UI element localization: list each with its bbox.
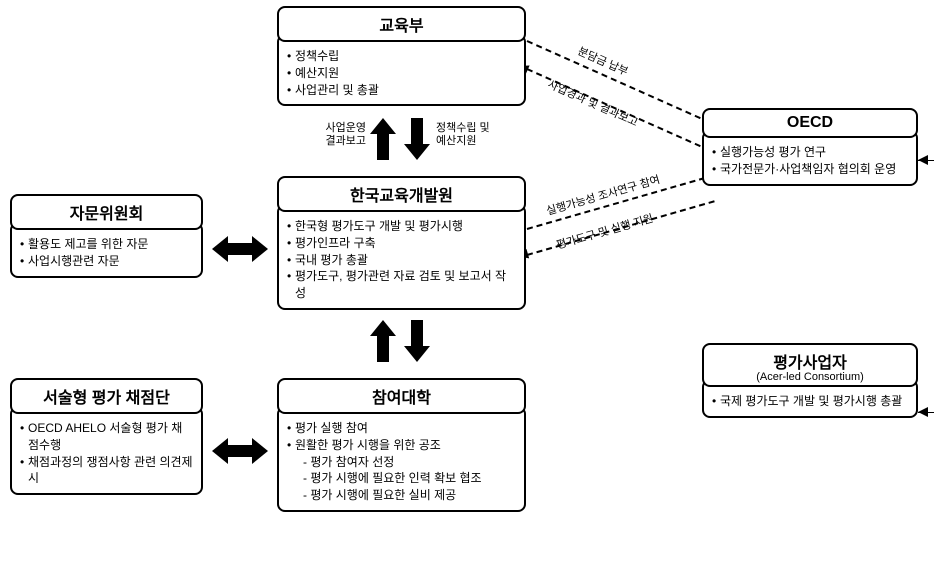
- node-moe-title: 교육부: [277, 6, 526, 42]
- node-operator-subtitle: (Acer-led Consortium): [710, 371, 910, 383]
- list-item: 한국형 평가도구 개발 및 평가시행: [287, 218, 516, 235]
- list-item: - 평가 시행에 필요한 실비 제공: [287, 487, 516, 504]
- node-univ-body: 평가 실행 참여 원활한 평가 시행을 위한 공조 - 평가 참여자 선정 - …: [277, 406, 526, 512]
- arrow-head-icon: [918, 155, 928, 165]
- node-kedi-body: 한국형 평가도구 개발 및 평가시행 평가인프라 구축 국내 평가 총괄 평가도…: [277, 204, 526, 310]
- node-kedi: 한국교육개발원 한국형 평가도구 개발 및 평가시행 평가인프라 구축 국내 평…: [277, 176, 526, 310]
- edge-label-moe-oecd-2: 사업경과 및 결과보고: [545, 79, 639, 131]
- node-operator: 평가사업자 (Acer-led Consortium) 국제 평가도구 개발 및…: [702, 343, 918, 418]
- arrow-down-icon: [404, 320, 430, 362]
- arrow-moe-kedi: [370, 118, 430, 160]
- list-item: - 평가 참여자 선정: [287, 454, 516, 471]
- list-item: 실행가능성 평가 연구: [712, 144, 908, 161]
- arrow-scoring-univ: [212, 438, 268, 464]
- list-item: 활용도 제고를 위한 자문: [20, 236, 193, 253]
- list-item: 평가인프라 구축: [287, 235, 516, 252]
- node-oecd: OECD 실행가능성 평가 연구 국가전문가·사업책임자 협의회 운영: [702, 108, 918, 186]
- list-item: 평가도구, 평가관련 자료 검토 및 보고서 작성: [287, 268, 516, 302]
- node-oecd-body: 실행가능성 평가 연구 국가전문가·사업책임자 협의회 운영: [702, 130, 918, 186]
- arrow-advisory-kedi: [212, 236, 268, 262]
- list-item: 평가 실행 참여: [287, 420, 516, 437]
- arrow-kedi-univ: [370, 320, 430, 362]
- list-item: 국가전문가·사업책임자 협의회 운영: [712, 161, 908, 178]
- list-item: 사업관리 및 총괄: [287, 82, 516, 99]
- node-moe: 교육부 정책수립 예산지원 사업관리 및 총괄: [277, 6, 526, 106]
- edge-label-moe-oecd-1: 분담금 납부: [575, 46, 629, 80]
- edge-label-kedi-oecd-2: 평가도구 및 실행 지원: [555, 213, 655, 253]
- arrow-up-icon: [370, 320, 396, 362]
- arrow-head-icon: [918, 407, 928, 417]
- node-oecd-title: OECD: [702, 108, 918, 138]
- list-item: 채점과정의 쟁점사항 관련 의견제시: [20, 454, 193, 488]
- list-item: OECD AHELO 서술형 평가 채점수행: [20, 420, 193, 454]
- node-advisory-title: 자문위원회: [10, 194, 203, 230]
- list-item: 사업시행관련 자문: [20, 253, 193, 270]
- node-univ: 참여대학 평가 실행 참여 원활한 평가 시행을 위한 공조 - 평가 참여자 …: [277, 378, 526, 512]
- node-kedi-title: 한국교육개발원: [277, 176, 526, 212]
- list-item: 국내 평가 총괄: [287, 252, 516, 269]
- node-operator-title-text: 평가사업자: [710, 349, 910, 373]
- node-scoring: 서술형 평가 채점단 OECD AHELO 서술형 평가 채점수행 채점과정의 …: [10, 378, 203, 495]
- edge-label-moe-kedi-left: 사업운영결과보고: [300, 122, 366, 148]
- edge-label-kedi-oecd-1: 실행가능성 조사연구 참여: [545, 174, 662, 219]
- arrow-up-icon: [370, 118, 396, 160]
- node-univ-title: 참여대학: [277, 378, 526, 414]
- list-item: 원활한 평가 시행을 위한 공조: [287, 437, 516, 454]
- node-operator-title: 평가사업자 (Acer-led Consortium): [702, 343, 918, 387]
- edge-label-moe-kedi-right: 정책수립 및예산지원: [436, 122, 490, 148]
- list-item: 예산지원: [287, 65, 516, 82]
- list-item: - 평가 시행에 필요한 인력 확보 협조: [287, 470, 516, 487]
- node-scoring-title: 서술형 평가 채점단: [10, 378, 203, 414]
- node-moe-body: 정책수립 예산지원 사업관리 및 총괄: [277, 34, 526, 106]
- list-item: 정책수립: [287, 48, 516, 65]
- node-scoring-body: OECD AHELO 서술형 평가 채점수행 채점과정의 쟁점사항 관련 의견제…: [10, 406, 203, 495]
- node-advisory-body: 활용도 제고를 위한 자문 사업시행관련 자문: [10, 222, 203, 278]
- node-advisory: 자문위원회 활용도 제고를 위한 자문 사업시행관련 자문: [10, 194, 203, 278]
- list-item: 국제 평가도구 개발 및 평가시행 총괄: [712, 393, 908, 410]
- arrow-down-icon: [404, 118, 430, 160]
